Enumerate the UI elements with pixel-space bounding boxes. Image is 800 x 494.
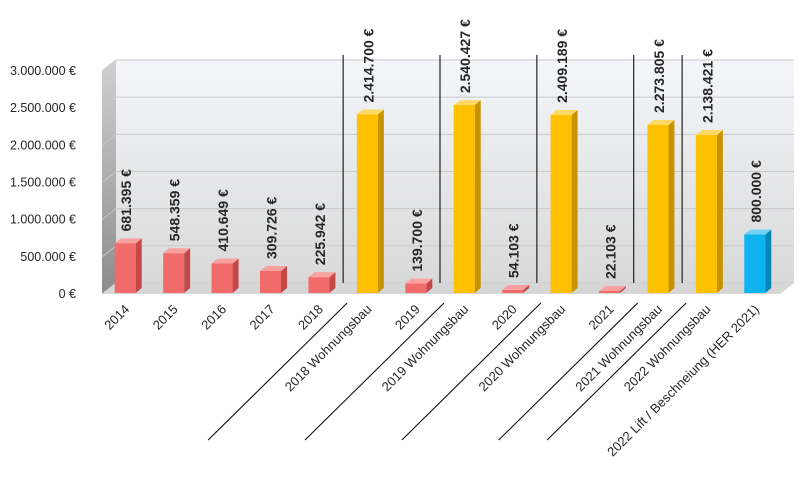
bar [163,248,191,293]
bar-top [405,278,433,284]
bar [599,286,626,293]
bar-value-label: 2.138.421 € [699,49,715,123]
bar-value-label: 2.273.805 € [651,39,667,113]
bar-front [695,135,717,293]
bar-top [550,109,578,115]
bar-side [184,248,191,293]
bar-top [647,119,675,125]
bar [550,109,578,293]
x-tick-label: 2020 Wohnungsbau [475,302,568,395]
bar-front [502,289,524,293]
bar-front [163,253,185,293]
bar-front [599,291,620,293]
x-tick-label: 2022 Wohnungsbau [621,302,714,395]
bar-value-label: 139.700 € [409,209,425,271]
bar-top [308,272,336,278]
bar-value-label: 309.726 € [264,196,280,258]
bar-value-label: 410.649 € [215,189,231,251]
x-tick-label: 2018 Wohnungsbau [282,302,375,395]
category-separator [304,302,445,441]
bar-side [716,130,723,293]
bar-top [695,130,723,136]
bar-top [744,229,772,235]
bar [114,238,142,293]
bar-front [647,124,669,293]
bar-top [211,258,239,264]
x-tick-label: 2015 [150,302,181,333]
y-tick-label: 500.000 € [20,250,76,264]
bar [647,119,675,293]
bar [260,265,287,293]
bar-side [571,109,578,293]
bar-front [211,263,233,293]
bar-value-label: 2.414.700 € [360,28,376,102]
bar-side [329,272,336,293]
category-separator [498,302,639,441]
category-separator [207,302,348,441]
bar-side [668,119,675,293]
bar-value-label: 2.540.427 € [457,19,473,93]
x-tick-label: 2016 [198,302,229,333]
bar [695,130,723,293]
bar [405,278,433,293]
bar-value-label: 225.942 € [312,203,328,265]
bar [453,100,481,293]
bar-top [114,238,142,244]
bar-top [260,265,287,271]
bar-value-label: 2.409.189 € [554,29,570,103]
bar [308,272,336,293]
bar-value-label: 548.359 € [167,179,183,241]
y-tick-label: 1.000.000 € [10,213,76,227]
x-tick-label: 2017 [247,302,278,333]
bar-front [550,114,572,293]
bar-front [405,283,427,293]
gridline [101,59,794,72]
bar [502,284,530,293]
y-tick-label: 2.000.000 € [10,138,76,152]
x-tick-label: 2019 Wohnungsbau [379,302,472,395]
bar-front [453,105,475,293]
bar-value-label: 800.000 € [748,160,764,222]
y-tick-label: 1.500.000 € [10,176,76,190]
bar-top [163,248,191,254]
bar-front [260,270,281,293]
bar-value-label: 22.103 € [603,224,619,279]
bar-side [765,229,772,293]
bar-value-label: 681.395 € [118,169,134,231]
y-tick-label: 3.000.000 € [10,64,76,78]
x-tick-label: 2021 Wohnungsbau [572,302,665,395]
y-tick-label: 0 € [59,287,76,301]
bar [744,229,772,293]
bar [211,258,239,293]
bar [356,109,384,294]
bar-side [426,278,433,293]
gridline [101,96,794,109]
bar-front [114,243,136,293]
bar-side [523,284,530,293]
x-tick-label: 2014 [101,302,132,333]
bar-side [135,238,142,293]
bar-front [308,277,330,293]
category-separator [401,302,542,441]
y-tick-label: 2.500.000 € [10,101,76,115]
bar-side [377,109,384,294]
bar-top [502,284,530,290]
bar-side [474,100,481,293]
bar-value-label: 54.103 € [506,223,522,278]
bar-side [281,265,287,293]
plot-floor [102,283,794,294]
bar-side [620,286,626,293]
bar-front [744,234,766,293]
bar-top [453,100,481,106]
bar-front [356,114,378,294]
bar-side [232,258,239,293]
bar-top [356,109,384,115]
bar-top [599,286,626,291]
category-separator [546,302,687,441]
